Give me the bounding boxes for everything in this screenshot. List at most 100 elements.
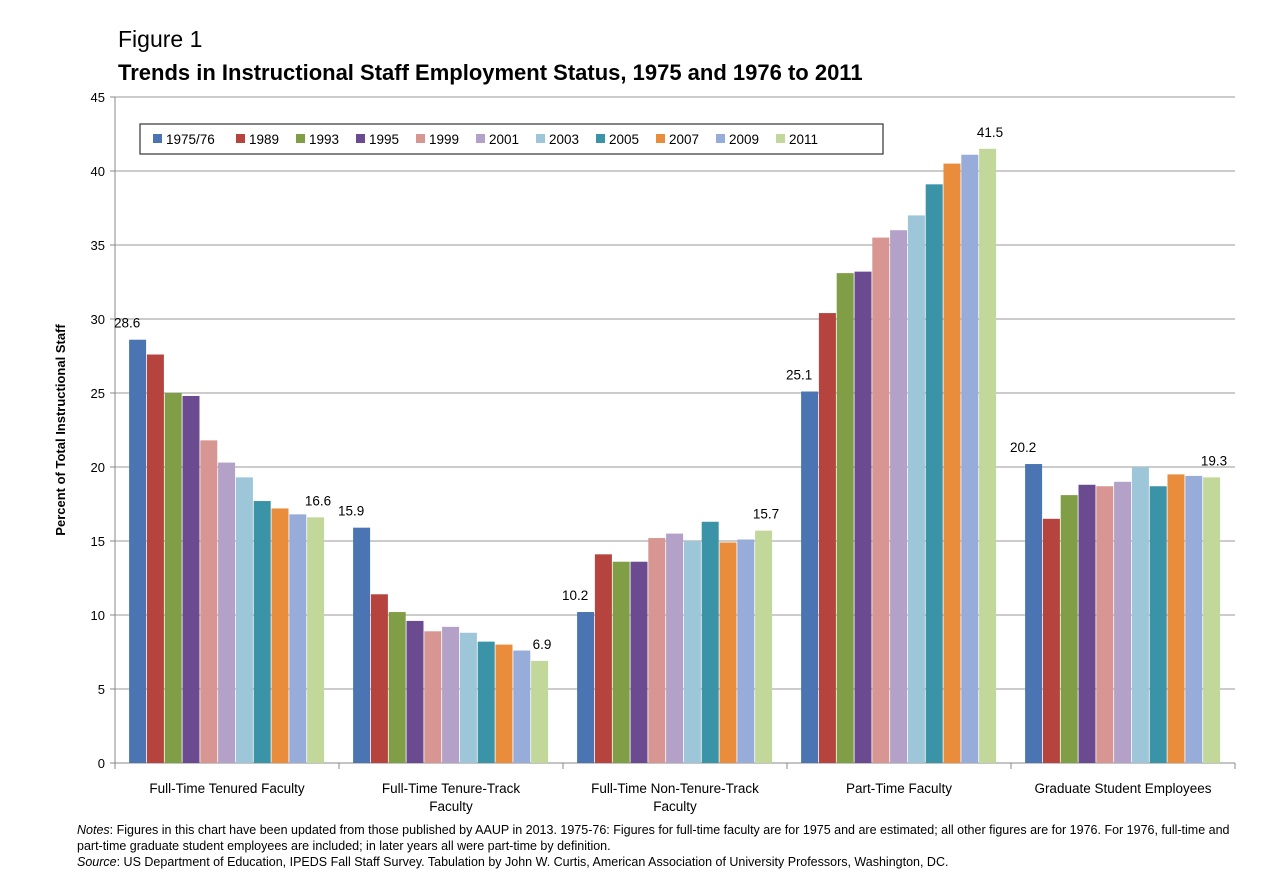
bar [164,393,182,763]
bar [235,477,253,763]
bar [907,215,925,763]
bar [271,508,289,763]
chart-title: Trends in Instructional Staff Employment… [118,60,863,85]
legend-swatch [356,134,365,143]
y-axis-label: Percent of Total Instructional Staff [53,324,68,536]
notes-paragraph: Notes: Figures in this chart have been u… [77,822,1247,854]
bar [477,641,495,763]
y-tick-label: 10 [91,608,105,623]
bar [289,514,307,763]
data-label: 16.6 [305,493,331,508]
legend-label: 2003 [549,132,579,147]
bar [683,541,701,763]
y-tick-label: 30 [91,312,105,327]
bar [979,148,997,764]
legend-swatch [296,134,305,143]
data-label: 20.2 [1010,440,1036,455]
y-tick-label: 0 [98,756,105,771]
bar [307,517,325,763]
data-label: 41.5 [977,125,1003,140]
legend-swatch [776,134,785,143]
y-tick-label: 5 [98,682,105,697]
notes-label: Notes [77,823,110,837]
data-label: 10.2 [562,588,588,603]
bar [200,440,218,763]
bar [1167,474,1185,763]
bar [495,644,513,763]
legend-swatch [536,134,545,143]
bar [1131,467,1149,763]
x-tick-label: Part-Time Faculty [846,781,952,796]
bar [925,184,943,763]
bar [531,660,549,763]
legend-label: 1975/76 [166,132,215,147]
bar [854,271,872,763]
y-tick-label: 15 [91,534,105,549]
bar [801,391,819,763]
bar [594,554,612,763]
bar [630,561,648,763]
data-label: 19.3 [1201,453,1227,468]
x-tick-label: Graduate Student Employees [1034,781,1211,796]
bar [388,612,406,763]
notes-text: : Figures in this chart have been update… [77,823,1230,853]
bar [353,527,371,763]
source-text: : US Department of Education, IPEDS Fall… [116,855,949,869]
bar [406,620,424,763]
bar [1185,475,1203,763]
legend: 1975/76 1989 1993 1995 1999 2001 2003 2005 2007 2… [139,123,884,155]
bar [424,631,442,763]
source-paragraph: Source: US Department of Education, IPED… [77,854,1247,870]
bar [943,163,961,764]
bar [218,462,236,763]
bar [1025,464,1043,763]
x-tick-label: Full-Time Non-Tenure-Track [591,781,759,796]
data-label: 15.7 [753,507,779,522]
legend-swatch [656,134,665,143]
chart-notes: Notes: Figures in this chart have been u… [77,822,1247,870]
bar [253,501,271,763]
y-tick-label: 35 [91,238,105,253]
bar [182,395,200,763]
bar [442,626,460,763]
x-tick-label: Faculty [429,799,473,814]
data-label: 15.9 [338,504,364,519]
legend-box [139,123,884,155]
bar [1096,486,1114,763]
bar [577,612,595,763]
bars [129,148,1221,764]
data-labels: 28.6 16.6 15.9 6.9 10.2 15.7 25.1 41.5 20.2 19.3 [114,125,1227,652]
legend-label: 1989 [249,132,279,147]
legend-label: 1995 [369,132,399,147]
x-tick-label: Full-Time Tenure-Track [382,781,521,796]
y-tick-label: 25 [91,386,105,401]
bar [146,354,164,763]
x-tick-label: Faculty [653,799,697,814]
bar [1042,518,1060,763]
data-label: 25.1 [786,368,812,383]
legend-label: 2005 [609,132,639,147]
legend-label: 2011 [789,132,818,147]
legend-swatch [476,134,485,143]
legend-label: 1993 [309,132,339,147]
legend-swatch [716,134,725,143]
legend-label: 2001 [489,132,519,147]
bar [513,650,531,763]
y-tick-label: 40 [91,164,105,179]
legend-label: 2007 [669,132,699,147]
legend-label: 1999 [429,132,459,147]
bar [1060,495,1078,763]
data-label: 28.6 [114,316,140,331]
source-label: Source [77,855,117,869]
bar [737,539,755,763]
y-tick-label: 20 [91,460,105,475]
bar [129,339,147,763]
figure-label: Figure 1 [118,26,203,52]
bar [755,530,773,763]
legend-label: 2009 [729,132,759,147]
bar [1078,484,1096,763]
bar [872,237,890,764]
bar [818,313,836,763]
legend-swatch [236,134,245,143]
bar [1203,477,1221,763]
